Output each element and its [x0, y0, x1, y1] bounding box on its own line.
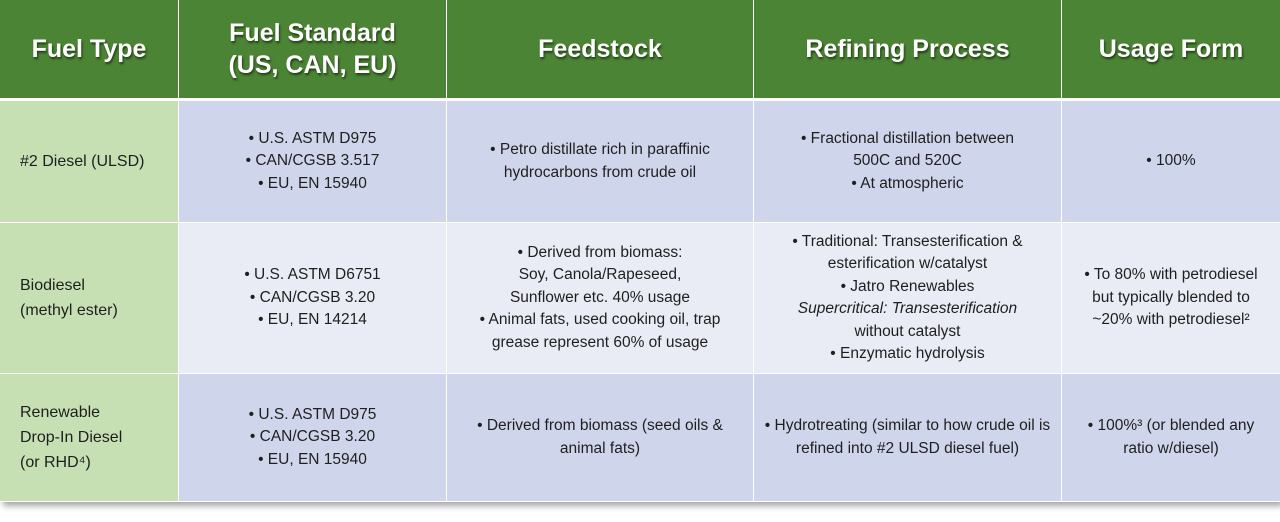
- row1-refining-process: • Fractional distillation between 500C a…: [754, 101, 1062, 223]
- standard-line: • CAN/CGSB 3.20: [249, 288, 376, 306]
- feedstock-line: • Petro distillate rich in paraffinic: [490, 141, 710, 158]
- fuel-type-line: #2 Diesel (ULSD): [20, 153, 145, 170]
- feedstock-line: hydrocarbons from crude oil: [503, 163, 697, 181]
- header-fuel-type: Fuel Type: [0, 0, 179, 101]
- header-feedstock: Feedstock: [447, 0, 754, 101]
- row3-fuel-type: Renewable Drop-In Diesel (or RHD⁴): [0, 374, 179, 502]
- feedstock-line: animal fats): [559, 439, 641, 457]
- fuel-type-line: (or RHD⁴): [20, 454, 91, 471]
- feedstock-line: Soy, Canola/Rapeseed,: [518, 266, 682, 284]
- row1-usage-form: • 100%: [1062, 101, 1280, 223]
- process-line: • Jatro Renewables: [840, 277, 975, 295]
- fuel-type-line: (methyl ester): [20, 302, 118, 319]
- standard-line: • CAN/CGSB 3.517: [245, 152, 380, 170]
- row1-feedstock: • Petro distillate rich in paraffinic hy…: [447, 101, 754, 223]
- standard-line: • EU, EN 15940: [258, 450, 367, 468]
- usage-line: ~20% with petrodiesel²: [1092, 311, 1250, 329]
- row2-fuel-standard: • U.S. ASTM D6751 • CAN/CGSB 3.20 • EU, …: [179, 223, 447, 374]
- header-refining-process: Refining Process: [754, 0, 1062, 101]
- header-usage-form: Usage Form: [1062, 0, 1280, 101]
- standard-line: • CAN/CGSB 3.20: [249, 428, 376, 446]
- process-line: 500C and 520C: [853, 152, 962, 170]
- usage-line: • To 80% with petrodiesel: [1084, 266, 1258, 284]
- row2-feedstock: • Derived from biomass: Soy, Canola/Rape…: [447, 223, 754, 374]
- process-line: without catalyst: [854, 322, 961, 340]
- usage-line: • 100%: [1146, 152, 1196, 170]
- row3-feedstock: • Derived from biomass (seed oils & anim…: [447, 374, 754, 502]
- process-line: • Traditional: Transesterification &: [792, 232, 1023, 250]
- process-line: • Fractional distillation between: [800, 129, 1015, 147]
- row2-refining-process: • Traditional: Transesterification & est…: [754, 223, 1062, 374]
- feedstock-line: Sunflower etc. 40% usage: [509, 288, 691, 306]
- fuel-type-line: Drop-In Diesel: [20, 429, 123, 446]
- standard-line: • EU, EN 14214: [258, 311, 367, 329]
- usage-line: ratio w/diesel): [1123, 439, 1219, 457]
- row2-fuel-type: Biodiesel (methyl ester): [0, 223, 179, 374]
- process-line: • Enzymatic hydrolysis: [830, 345, 985, 362]
- process-line: Supercritical: Transesterification: [797, 300, 1018, 317]
- process-line: esterification w/catalyst: [827, 255, 988, 272]
- row2-usage-form: • To 80% with petrodiesel but typically …: [1062, 223, 1280, 374]
- standard-line: • EU, EN 15940: [258, 174, 367, 192]
- row3-fuel-standard: • U.S. ASTM D975 • CAN/CGSB 3.20 • EU, E…: [179, 374, 447, 502]
- fuel-type-line: Biodiesel: [20, 277, 85, 294]
- row3-usage-form: • 100%³ (or blended any ratio w/diesel): [1062, 374, 1280, 502]
- feedstock-line: • Derived from biomass (seed oils &: [477, 417, 723, 434]
- row1-fuel-standard: • U.S. ASTM D975 • CAN/CGSB 3.517 • EU, …: [179, 101, 447, 223]
- feedstock-line: • Animal fats, used cooking oil, trap: [479, 311, 721, 329]
- process-line: refined into #2 ULSD diesel fuel): [795, 439, 1020, 457]
- usage-line: • 100%³ (or blended any: [1087, 417, 1255, 434]
- process-line: • Hydrotreating (similar to how crude oi…: [764, 417, 1051, 434]
- row3-refining-process: • Hydrotreating (similar to how crude oi…: [754, 374, 1062, 502]
- process-line: • At atmospheric: [851, 174, 964, 192]
- fuel-comparison-table: Fuel Type Fuel Standard (US, CAN, EU) Fee…: [0, 0, 1280, 502]
- row1-fuel-type: #2 Diesel (ULSD): [0, 101, 179, 223]
- header-fuel-standard: Fuel Standard (US, CAN, EU): [179, 0, 447, 101]
- feedstock-line: • Derived from biomass:: [517, 243, 683, 261]
- standard-line: • U.S. ASTM D975: [248, 405, 377, 423]
- standard-line: • U.S. ASTM D6751: [244, 266, 381, 284]
- feedstock-line: grease represent 60% of usage: [491, 333, 709, 351]
- standard-line: • U.S. ASTM D975: [248, 129, 377, 147]
- usage-line: but typically blended to: [1092, 288, 1250, 306]
- fuel-type-line: Renewable: [20, 404, 101, 421]
